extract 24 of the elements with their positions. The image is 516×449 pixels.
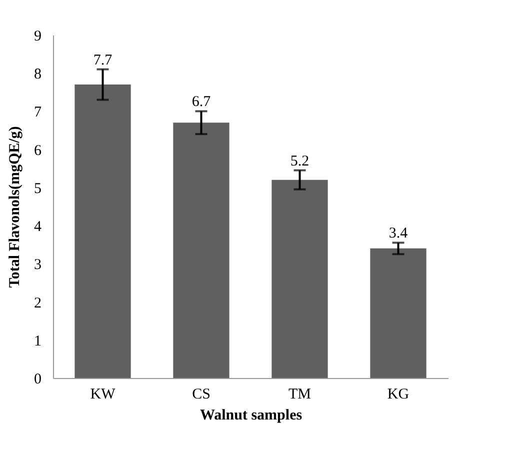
data-label: 6.7 [192, 94, 212, 110]
y-tick-label: 0 [34, 372, 42, 388]
data-label: 5.2 [290, 153, 310, 170]
y-tick-label: 9 [34, 28, 42, 44]
bar [173, 122, 230, 378]
y-tick-label: 8 [34, 66, 42, 83]
x-axis-title: Walnut samples [200, 408, 302, 424]
y-tick-label: 3 [34, 257, 42, 274]
x-tick-label: TM [288, 386, 311, 402]
bar [370, 248, 426, 378]
y-tick-label: 4 [34, 219, 42, 236]
bar [272, 180, 328, 378]
data-label: 7.7 [93, 52, 113, 68]
x-tick-label: KW [90, 386, 116, 402]
y-tick-label: 7 [34, 104, 42, 121]
bar [74, 84, 131, 378]
y-axis-title: Total Flavonols(mgQE/g) [7, 126, 23, 288]
y-tick-label: 5 [34, 180, 42, 197]
x-tick-label: KG [387, 386, 410, 402]
data-label: 3.4 [388, 226, 408, 242]
y-tick-label: 2 [34, 295, 42, 312]
y-tick-label: 6 [34, 142, 42, 159]
y-tick-label: 1 [34, 333, 42, 350]
x-tick-label: CS [192, 386, 210, 402]
